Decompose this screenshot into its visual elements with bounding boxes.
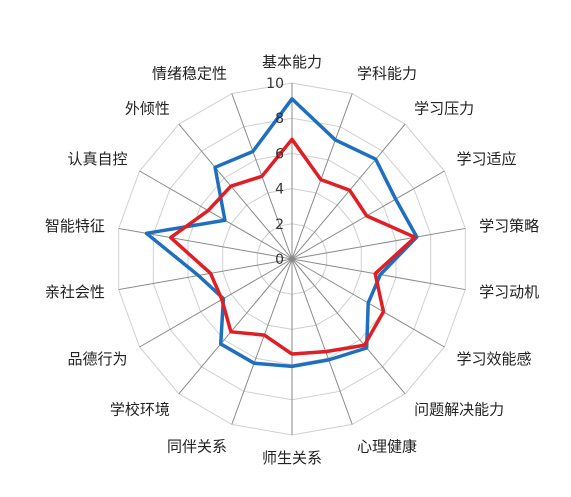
axis-label: 品德行为: [67, 350, 127, 368]
axis-spoke: [291, 93, 353, 260]
tick-label: 10: [266, 76, 284, 92]
series-line-2: [168, 137, 417, 356]
axis-label: 学校环境: [110, 401, 170, 419]
axis-spoke: [118, 258, 293, 291]
axis-label: 学习策略: [479, 217, 539, 235]
axis-spoke: [139, 258, 293, 348]
axis-label: 学习适应: [457, 150, 517, 168]
axis-spoke: [291, 258, 406, 395]
tick-label: 6: [275, 146, 284, 162]
tick-label: 0: [275, 252, 284, 268]
radar-series: [144, 97, 419, 369]
axis-spoke: [139, 170, 293, 260]
axis-spoke: [178, 123, 293, 260]
tick-label: 8: [275, 111, 284, 127]
axis-spoke: [291, 258, 353, 425]
axis-label: 外倾性: [125, 99, 170, 117]
axis-label: 情绪稳定性: [152, 64, 227, 82]
axis-label: 学习动机: [479, 283, 539, 301]
axis-label: 亲社会性: [45, 283, 105, 301]
axis-labels: 基本能力学科能力学习压力学习适应学习策略学习动机学习效能感问题解决能力心理健康师…: [45, 53, 539, 467]
axis-label: 同伴关系: [167, 438, 227, 456]
axis-spoke: [178, 258, 293, 395]
tick-label: 2: [275, 217, 284, 233]
axis-label: 智能特征: [45, 217, 105, 235]
series-line-1: [144, 97, 419, 369]
tick-label: 4: [275, 182, 284, 198]
axis-spoke: [291, 227, 466, 260]
tick-labels: 0 2 4 6 8 10: [266, 76, 284, 268]
axis-label: 师生关系: [262, 449, 322, 467]
axis-label: 学科能力: [357, 64, 417, 82]
axis-spoke: [231, 258, 293, 425]
axis-label: 学习效能感: [457, 350, 532, 368]
axis-label: 认真自控: [67, 150, 127, 168]
axis-label: 学习压力: [414, 99, 474, 117]
axis-label: 问题解决能力: [414, 401, 504, 419]
axis-label: 心理健康: [357, 438, 417, 456]
radar-grid: [118, 82, 466, 436]
axis-label: 基本能力: [262, 53, 322, 71]
